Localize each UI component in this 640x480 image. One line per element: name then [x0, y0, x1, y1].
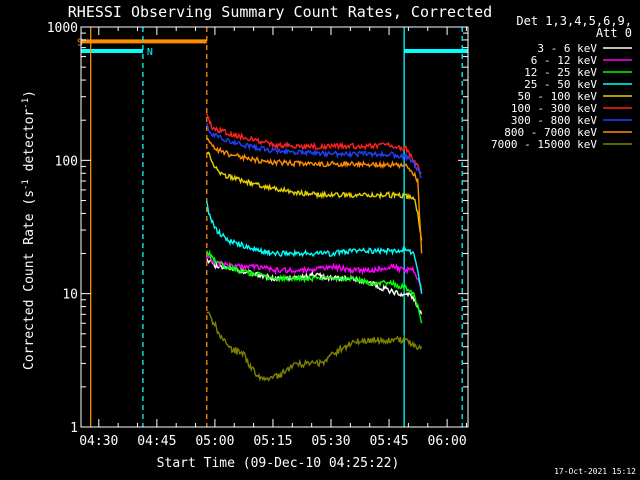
y-axis-label-close: ): [22, 90, 37, 98]
x-tick-label-1: 04:45: [137, 434, 176, 449]
legend-label-2: 12 - 25 keV: [524, 66, 597, 79]
legend-label-0: 3 - 6 keV: [537, 42, 597, 55]
series-line-7: [206, 137, 423, 254]
series-line-2: [206, 249, 423, 324]
legend-label-1: 6 - 12 keV: [531, 54, 598, 67]
y-axis-label-main: Corrected Count Rate (s: [22, 190, 37, 370]
y-tick-label-2: 100: [55, 154, 78, 169]
series-line-6: [206, 123, 422, 179]
series-line-1: [206, 254, 423, 294]
y-tick-label-3: 1000: [47, 21, 78, 36]
y-axis-label-exp-2: -1: [21, 98, 31, 109]
chart-title: RHESSI Observing Summary Count Rates, Co…: [68, 3, 492, 21]
y-axis-label-mid: detector: [22, 109, 37, 180]
legend-label-8: 7000 - 15000 keV: [491, 138, 597, 151]
data-series: [206, 113, 423, 382]
series-line-4: [206, 151, 423, 241]
legend-label-7: 800 - 7000 keV: [504, 126, 597, 139]
vertical-markers: [90, 27, 463, 427]
legend-label-6: 300 - 800 keV: [511, 114, 597, 127]
series-line-5: [206, 113, 422, 174]
x-tick-label-2: 05:00: [195, 434, 234, 449]
legend-label-3: 25 - 50 keV: [524, 78, 597, 91]
x-axis: 04:30 04:45 05:00 05:15 05:30 05:45 06:00: [79, 27, 467, 449]
legend-label-4: 50 - 100 keV: [518, 90, 598, 103]
x-tick-label-6: 06:00: [428, 434, 467, 449]
x-tick-label-0: 04:30: [79, 434, 118, 449]
legend-header-line-2: Att 0: [596, 26, 632, 40]
x-tick-label-5: 05:45: [369, 434, 408, 449]
x-tick-label-3: 05:15: [253, 434, 292, 449]
y-axis: 1 10 100 1000: [47, 21, 468, 436]
x-tick-label-4: 05:30: [311, 434, 350, 449]
series-line-3: [206, 201, 423, 294]
y-tick-label-1: 10: [62, 288, 78, 303]
flag-label-0: S: [77, 37, 83, 48]
y-axis-label-exp-1: -1: [21, 179, 31, 190]
y-axis-label: Corrected Count Rate (s-1 detector-1): [21, 90, 37, 370]
plot-frame: [80, 26, 469, 428]
legend-header-line-1: Det 1,3,4,5,6,9,: [516, 14, 632, 28]
legend-label-5: 100 - 300 keV: [511, 102, 597, 115]
series-line-8: [206, 311, 423, 382]
y-tick-label-0: 1: [70, 421, 78, 436]
generation-timestamp: 17-Oct-2021 15:12: [554, 467, 636, 476]
x-axis-label: Start Time (09-Dec-10 04:25:22): [157, 456, 400, 471]
flag-label-1: N: [147, 47, 153, 58]
